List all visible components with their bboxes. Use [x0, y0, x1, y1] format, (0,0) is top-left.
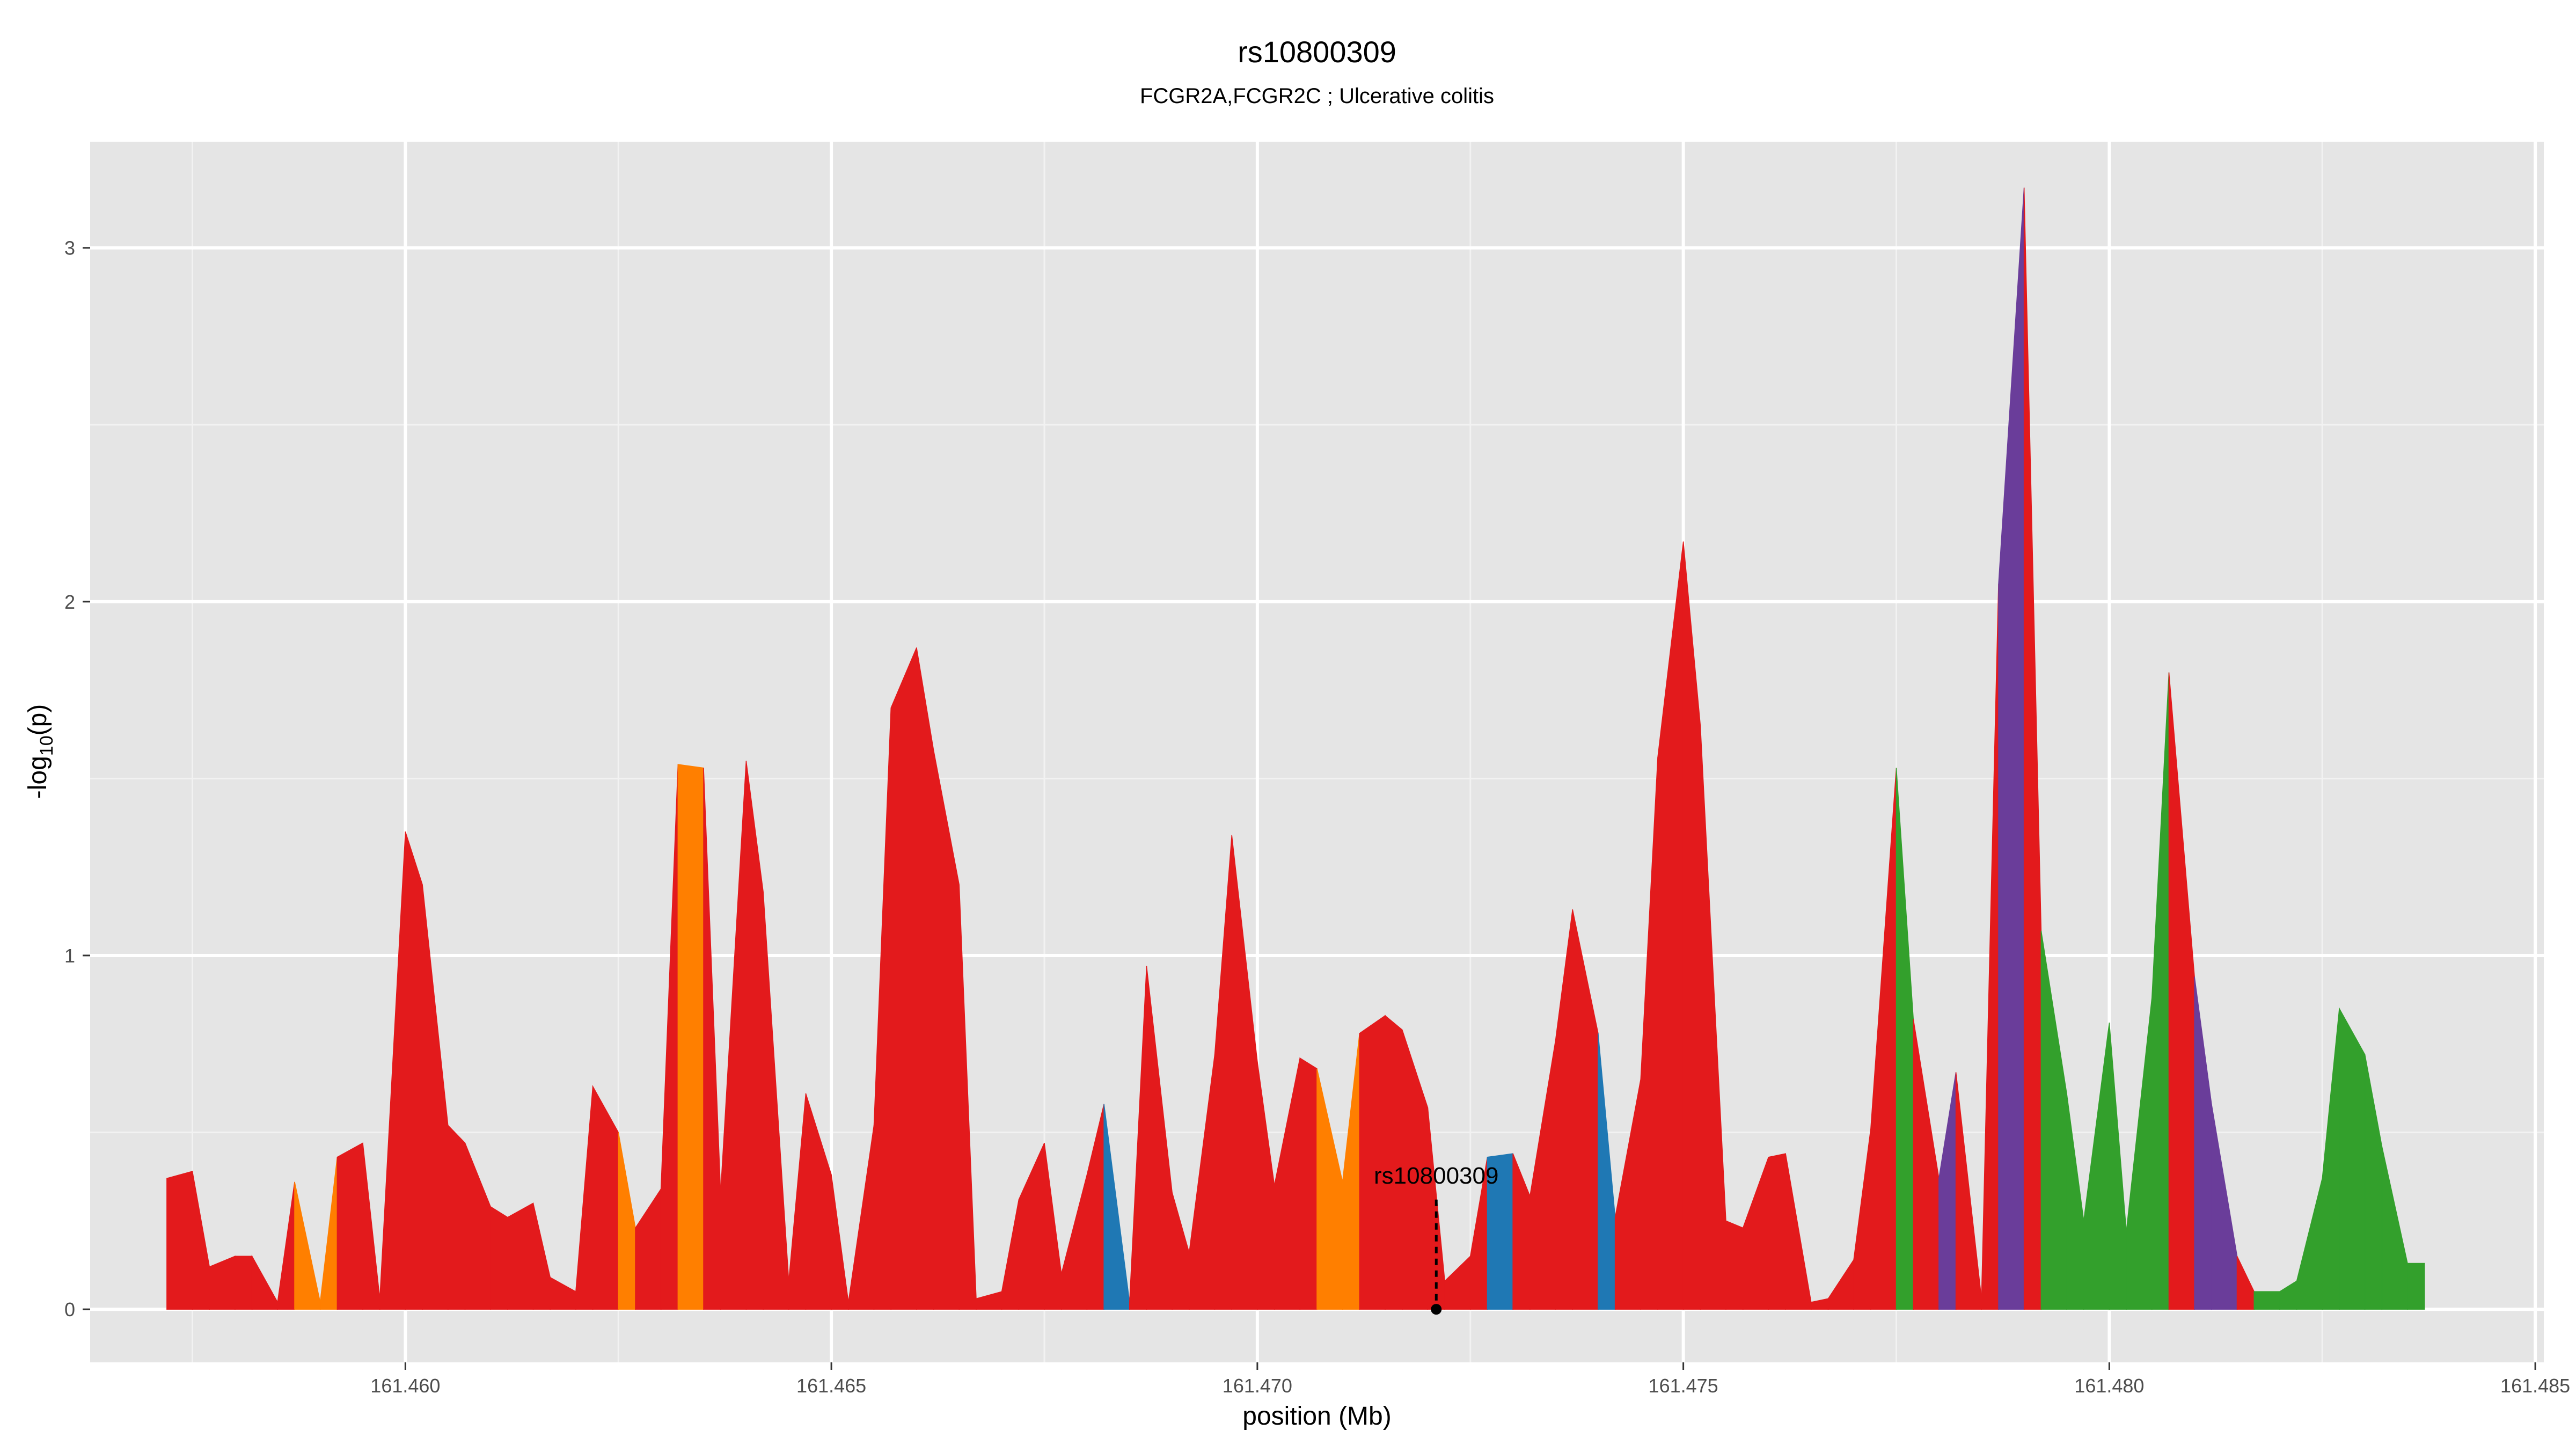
annotation-point	[1431, 1304, 1442, 1315]
area-segment-red	[507, 1202, 534, 1310]
x-tick-label: 161.480	[2074, 1375, 2144, 1397]
area-segment-red	[890, 647, 917, 1310]
y-axis-title-base: -log	[24, 756, 52, 799]
chart-title: rs10800309	[1238, 35, 1396, 69]
area-segment-green	[2339, 1006, 2366, 1310]
area-segments	[166, 187, 2425, 1310]
x-tick-label: 161.470	[1223, 1375, 1292, 1397]
x-axis-title: position (Mb)	[1242, 1402, 1391, 1431]
area-segment-green	[2407, 1263, 2425, 1310]
area-segment-red	[448, 1124, 466, 1310]
area-segment-red	[490, 1206, 508, 1310]
axis-tick-labels: 161.460 161.465 161.470 161.475 161.480 161.4…	[64, 237, 2570, 1397]
grid-minor	[90, 142, 2544, 1362]
area-segment-red	[1768, 1153, 1786, 1310]
snp-annotation: rs10800309	[1374, 1163, 1498, 1315]
x-tick-label: 161.465	[796, 1375, 866, 1397]
y-tick-label: 3	[64, 237, 75, 259]
area-segment-orange	[677, 764, 704, 1310]
annotation-label: rs10800309	[1374, 1163, 1498, 1189]
area-segment-red	[166, 1171, 193, 1310]
axis-ticks	[83, 247, 2536, 1370]
x-tick-label: 161.475	[1649, 1375, 1718, 1397]
x-tick-label: 161.485	[2500, 1375, 2570, 1397]
area-segment-red	[405, 831, 423, 1310]
area-segment-red	[916, 647, 934, 1310]
chart-subtitle: FCGR2A,FCGR2C ; Ulcerative colitis	[1140, 84, 1494, 108]
y-tick-label: 0	[64, 1298, 75, 1320]
y-axis-title: -log10(p)	[24, 704, 57, 799]
area-segment-red	[336, 1142, 363, 1310]
area-segment-red	[1725, 1220, 1744, 1310]
y-axis-title-rest: (p)	[24, 704, 52, 736]
area-segment-red	[235, 1256, 253, 1310]
y-tick-label: 1	[64, 945, 75, 967]
x-tick-label: 161.460	[370, 1375, 440, 1397]
area-segment-red	[1299, 1057, 1318, 1310]
y-axis-title-subscript: 10	[36, 735, 57, 756]
y-tick-label: 2	[64, 591, 75, 613]
area-segment-green	[2253, 1291, 2280, 1310]
